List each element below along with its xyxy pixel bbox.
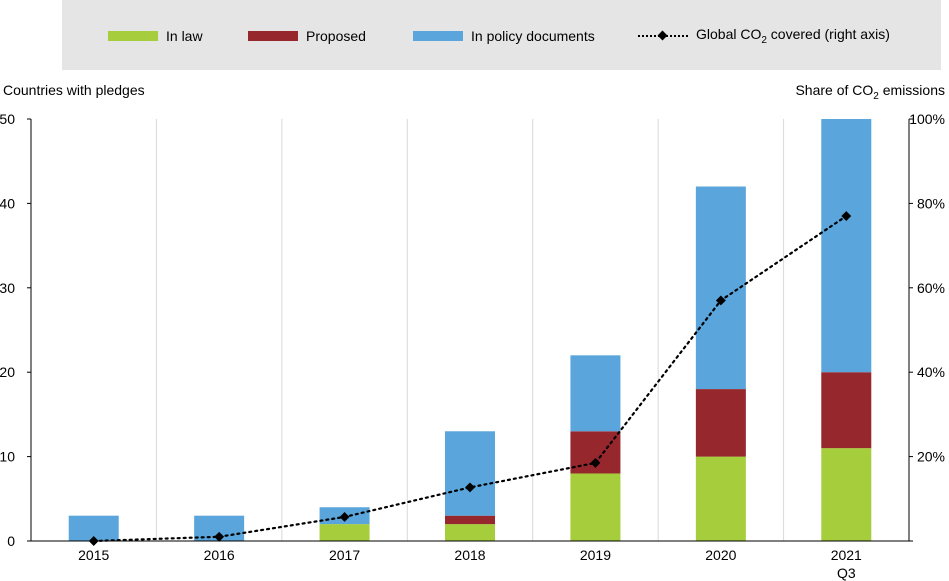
point-global-co2 [339,511,350,522]
legend-label-global-co2: Global CO2 covered (right axis) [696,26,890,46]
point-global-co2 [465,482,475,493]
point-global-co2 [841,211,852,222]
point-global-co2 [88,536,99,546]
left-tick-label: 20 [0,364,15,380]
bar-in-policy [445,431,495,516]
legend-swatch-in-law [108,31,158,41]
right-tick-label: 20% [917,449,945,465]
bar-in-policy [695,186,746,390]
legend-swatch-in-policy [413,31,463,41]
bar-proposed [821,372,872,449]
right-tick-label: 80% [917,195,945,211]
x-tick-label: 2017 [329,547,360,563]
bar-in-policy [821,119,872,373]
legend-label-proposed: Proposed [306,28,366,44]
x-tick-label: 2016 [204,547,235,563]
right-axis-title: Share of CO2 emissions [795,82,945,102]
x-tick-label: 2021 [831,547,862,563]
legend-item-in-policy: In policy documents [413,26,595,46]
x-tick-label: 2018 [454,547,485,563]
legend-swatch-proposed [248,31,298,41]
bar-proposed [695,389,746,457]
right-tick-label: 100% [909,111,945,127]
left-tick-label: 40 [0,195,15,211]
legend-label-in-law: In law [166,28,203,44]
legend: In law Proposed In policy documents Glob… [62,0,941,70]
bar-in-law [821,448,872,541]
point-global-co2 [214,531,225,542]
x-tick-sublabel: Q3 [837,565,856,581]
right-tick-label: 60% [917,280,945,296]
legend-item-in-law: In law [108,26,203,46]
legend-swatch-global-co2 [638,31,688,41]
x-tick-label: 2015 [78,547,109,563]
x-tick-label: 2019 [580,547,611,563]
x-tick-label: 2020 [705,547,736,563]
bar-in-law [319,524,370,541]
legend-item-global-co2: Global CO2 covered (right axis) [638,26,890,46]
left-axis-title: Countries with pledges [3,82,145,98]
left-tick-label: 50 [0,111,15,127]
bar-in-policy [570,355,621,432]
point-global-co2 [715,295,726,306]
point-global-co2 [590,457,601,468]
legend-label-in-policy: In policy documents [471,28,595,44]
legend-item-proposed: Proposed [248,26,366,46]
bar-proposed [445,515,495,525]
left-tick-label: 30 [0,280,15,296]
bar-in-law [445,524,495,541]
bar-in-law [695,456,746,541]
right-tick-label: 40% [917,364,945,380]
left-tick-label: 10 [0,449,15,465]
bar-in-law [570,473,621,541]
left-tick-label: 0 [7,533,15,549]
